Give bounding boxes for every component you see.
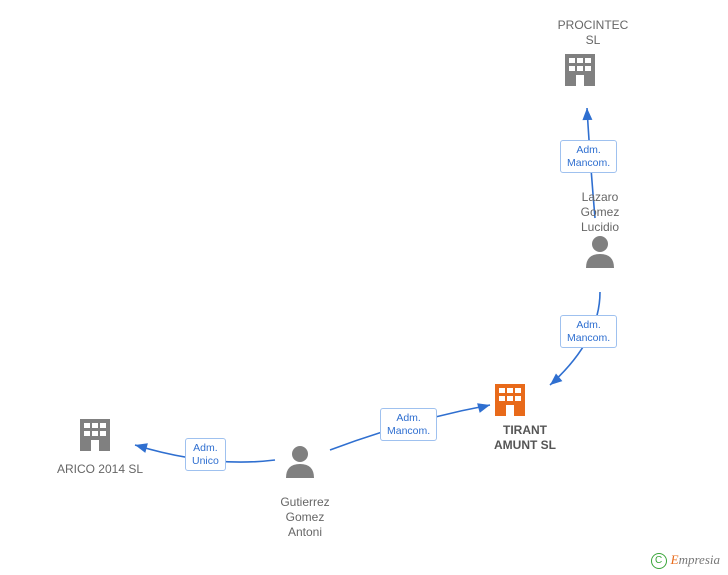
footer-brand-rest: mpresia — [679, 552, 720, 567]
edge-label-lazaro-procintec: Adm. Mancom. — [560, 140, 617, 173]
arrowheads-group — [134, 108, 593, 453]
node-label-tirant: TIRANT AMUNT SL — [475, 423, 575, 453]
building-icon-arico — [80, 419, 110, 451]
person-icon-lazaro — [586, 236, 614, 268]
edge-label-gutierrez-tirant: Adm. Mancom. — [380, 408, 437, 441]
node-icons-group — [80, 54, 614, 478]
node-label-lazaro: Lazaro Gomez Lucidio — [560, 190, 640, 235]
copyright-icon: C — [651, 553, 667, 569]
footer-copyright: CEmpresia — [651, 552, 720, 569]
node-label-procintec: PROCINTEC SL — [548, 18, 638, 48]
edge-label-lazaro-tirant: Adm. Mancom. — [560, 315, 617, 348]
node-label-arico: ARICO 2014 SL — [45, 462, 155, 477]
diagram-canvas — [0, 0, 728, 575]
footer-brand-initial: E — [671, 552, 679, 567]
edges-group — [135, 108, 600, 462]
edge-label-gutierrez-arico: Adm. Unico — [185, 438, 226, 471]
building-icon-tirant — [495, 384, 525, 416]
building-icon-procintec — [565, 54, 595, 86]
node-label-gutierrez: Gutierrez Gomez Antoni — [260, 495, 350, 540]
person-icon-gutierrez — [286, 446, 314, 478]
